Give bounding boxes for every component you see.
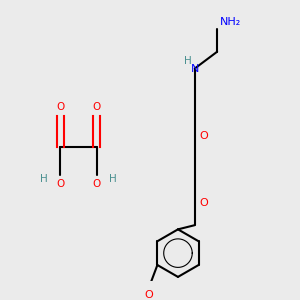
Text: O: O <box>145 290 153 300</box>
Text: N: N <box>190 64 199 74</box>
Text: O: O <box>56 179 64 189</box>
Text: H: H <box>110 174 117 184</box>
Text: NH₂: NH₂ <box>220 16 241 27</box>
Text: O: O <box>56 102 64 112</box>
Text: H: H <box>40 174 48 184</box>
Text: H: H <box>184 56 192 66</box>
Text: O: O <box>93 102 101 112</box>
Text: O: O <box>199 131 208 141</box>
Text: O: O <box>93 179 101 189</box>
Text: O: O <box>199 198 208 208</box>
